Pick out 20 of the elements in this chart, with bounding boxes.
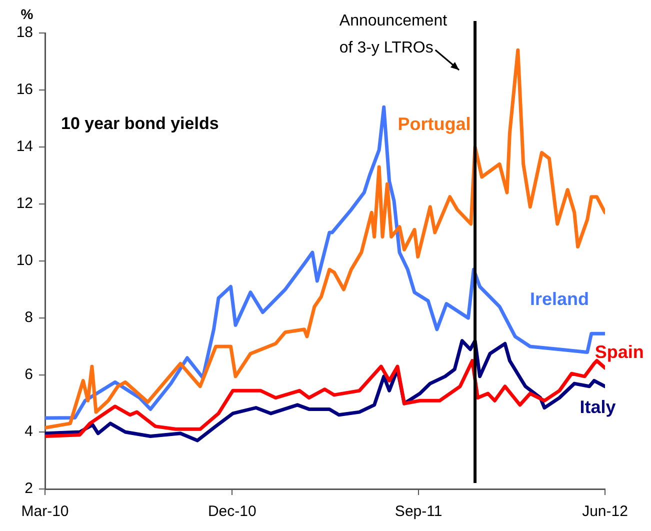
series-label: Portugal: [398, 114, 471, 134]
y-tick-label: 4: [24, 423, 33, 440]
y-tick-label: 18: [16, 24, 33, 42]
y-tick-label: 8: [24, 309, 33, 326]
x-tick-label: Sep-11: [394, 503, 442, 520]
series-label: Ireland: [530, 289, 589, 310]
series-label: Spain: [594, 342, 644, 362]
x-tick-label: Mar-10: [21, 503, 69, 520]
y-axis-title: %: [20, 6, 34, 22]
y-tick-label: 14: [16, 138, 33, 156]
text: 10 year bond yields: [61, 114, 219, 133]
y-tick-label: 16: [16, 81, 33, 98]
y-tick-label: 12: [16, 195, 33, 212]
ref-line-label: Announcement of 3-y LTROs: [339, 12, 448, 56]
y-tick-label: 6: [24, 366, 33, 384]
y-tick-label: 2: [24, 480, 33, 498]
x-tick-label: Jun-12: [582, 503, 628, 520]
y-tick-label: 10: [16, 252, 33, 270]
series-label: Italy: [580, 396, 616, 417]
x-tick-label: Dec-10: [208, 503, 256, 520]
